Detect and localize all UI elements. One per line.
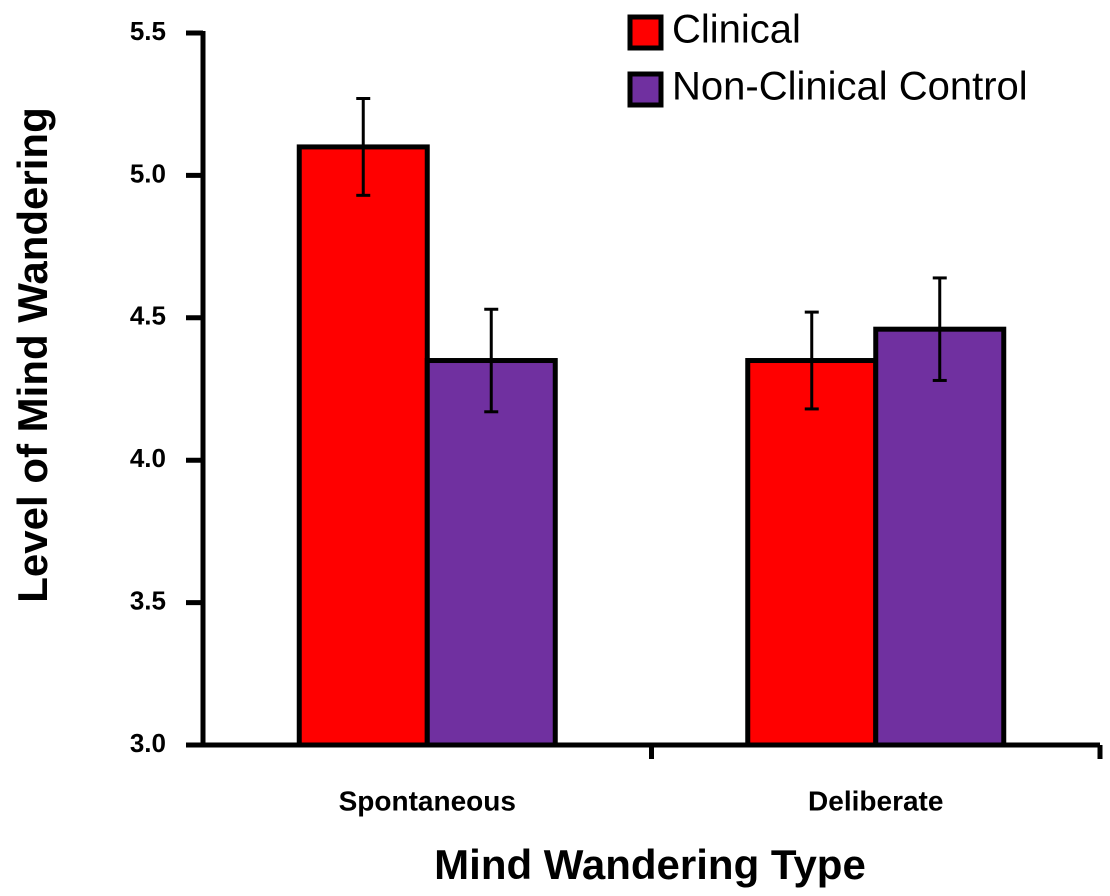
legend-swatch — [627, 14, 664, 51]
bar — [873, 326, 1007, 748]
y-tick-label: 3.5 — [130, 585, 166, 615]
legend-swatch — [627, 71, 664, 108]
y-tick-label: 4.5 — [130, 301, 166, 331]
bar — [424, 358, 558, 748]
error-bar — [484, 307, 499, 414]
bar — [296, 144, 430, 748]
y-axis-title: Level of Mind Wandering — [9, 107, 56, 602]
y-tick-label: 5.0 — [130, 158, 166, 188]
error-bar — [804, 310, 819, 411]
bar — [745, 358, 879, 748]
x-tick-label: Spontaneous — [339, 785, 516, 816]
y-tick-label: 5.5 — [130, 16, 166, 46]
legend-label: Clinical — [672, 8, 801, 52]
y-tick-label: 4.0 — [130, 443, 166, 473]
legend-label: Non-Clinical Control — [672, 65, 1028, 109]
error-bar — [932, 276, 947, 382]
y-tick-label: 3.0 — [130, 728, 166, 758]
x-axis-title: Mind Wandering Type — [434, 841, 866, 888]
error-bar — [356, 97, 371, 197]
x-tick-label: Deliberate — [808, 785, 943, 816]
